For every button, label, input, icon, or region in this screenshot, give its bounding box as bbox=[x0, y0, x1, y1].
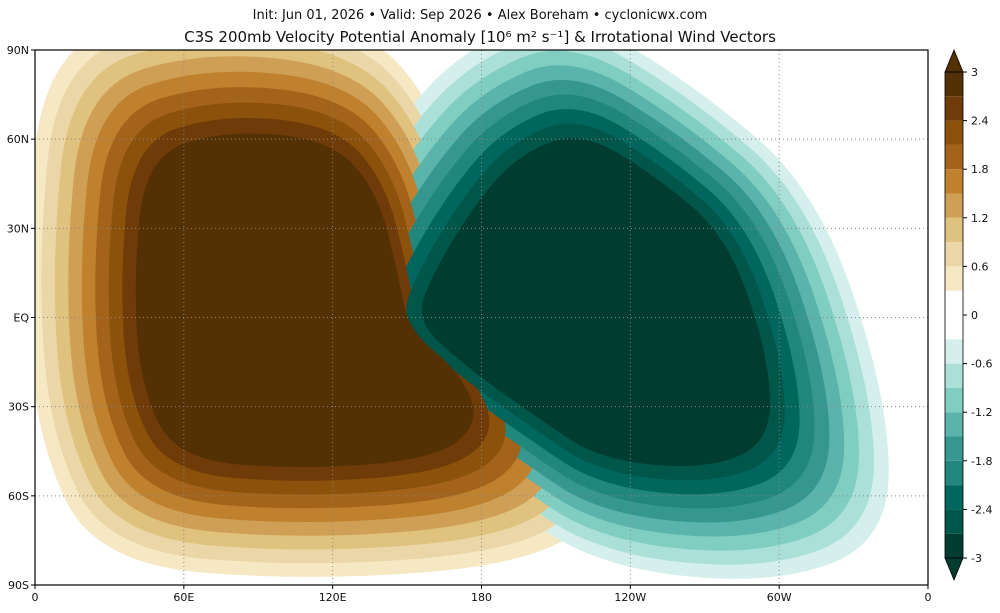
y-tick-label: 90N bbox=[7, 44, 29, 57]
colorbar-swatch bbox=[945, 509, 963, 534]
y-tick-label: EQ bbox=[13, 312, 29, 325]
anomaly-field bbox=[35, 50, 889, 579]
colorbar-swatch bbox=[945, 120, 963, 145]
grid: 0 60E 120E 180 120W 60W 0 90N 60N 30N EQ 30S 60S 90S bbox=[7, 44, 932, 604]
y-tick-label: 30N bbox=[7, 222, 29, 235]
positive-contour bbox=[135, 133, 474, 468]
y-tick-label: 30S bbox=[8, 401, 29, 414]
colorbar-swatch bbox=[945, 193, 963, 218]
colorbar: 3 2.4 1.8 1.2 0.6 0 -0.6 -1.2 -1.8 -2.4 -3 bbox=[944, 48, 992, 582]
x-tick-label: 0 bbox=[925, 591, 932, 604]
colorbar-swatch bbox=[945, 387, 963, 413]
x-tick-label: 180 bbox=[471, 591, 492, 604]
x-tick-label: 120E bbox=[319, 591, 347, 604]
colorbar-swatch bbox=[945, 290, 963, 315]
y-tick-label: 60N bbox=[7, 133, 29, 146]
x-tick-label: 60E bbox=[173, 591, 194, 604]
chart-title: C3S 200mb Velocity Potential Anomaly [10… bbox=[184, 28, 776, 46]
x-tick-label: 0 bbox=[32, 591, 39, 604]
colorbar-swatch bbox=[945, 72, 963, 97]
colorbar-tick-label: 3 bbox=[971, 66, 978, 79]
colorbar-extend-bottom bbox=[944, 557, 964, 582]
colorbar-tick-label: 0 bbox=[971, 309, 978, 322]
colorbar-swatch bbox=[945, 144, 963, 170]
colorbar-tick-label: -2.4 bbox=[971, 503, 992, 516]
colorbar-tick-label: -1.8 bbox=[971, 455, 992, 468]
colorbar-swatch bbox=[945, 533, 963, 558]
colorbar-tick-label: 2.4 bbox=[971, 115, 989, 128]
colorbar-tick-label: 0.6 bbox=[971, 260, 989, 273]
y-tick-label: 90S bbox=[8, 579, 29, 592]
colorbar-tick-label: -3 bbox=[971, 552, 982, 565]
subtitle: Init: Jun 01, 2026 • Valid: Sep 2026 • A… bbox=[253, 8, 708, 23]
colorbar-tick-label: -0.6 bbox=[971, 358, 992, 371]
x-tick-label: 60W bbox=[767, 591, 792, 604]
colorbar-tick-label: 1.2 bbox=[971, 212, 989, 225]
colorbar-swatch bbox=[945, 412, 963, 437]
colorbar-swatch bbox=[945, 266, 963, 291]
y-tick-label: 60S bbox=[8, 490, 29, 503]
colorbar-tick-label: 1.8 bbox=[971, 163, 989, 176]
colorbar-swatch bbox=[945, 96, 963, 121]
colorbar-swatch bbox=[945, 485, 963, 510]
colorbar-swatch bbox=[945, 169, 963, 194]
colorbar-swatch bbox=[945, 217, 963, 243]
colorbar-extend-top bbox=[944, 48, 964, 73]
x-tick-label: 120W bbox=[614, 591, 646, 604]
colorbar-swatch bbox=[945, 436, 963, 461]
colorbar-swatch bbox=[945, 315, 963, 340]
colorbar-swatch bbox=[945, 339, 963, 364]
colorbar-tick-label: -1.2 bbox=[971, 406, 992, 419]
colorbar-swatch bbox=[945, 363, 963, 388]
negative-contour bbox=[421, 138, 770, 467]
plot-frame bbox=[34, 49, 929, 586]
colorbar-swatch bbox=[945, 242, 963, 267]
colorbar-swatch bbox=[945, 460, 963, 486]
